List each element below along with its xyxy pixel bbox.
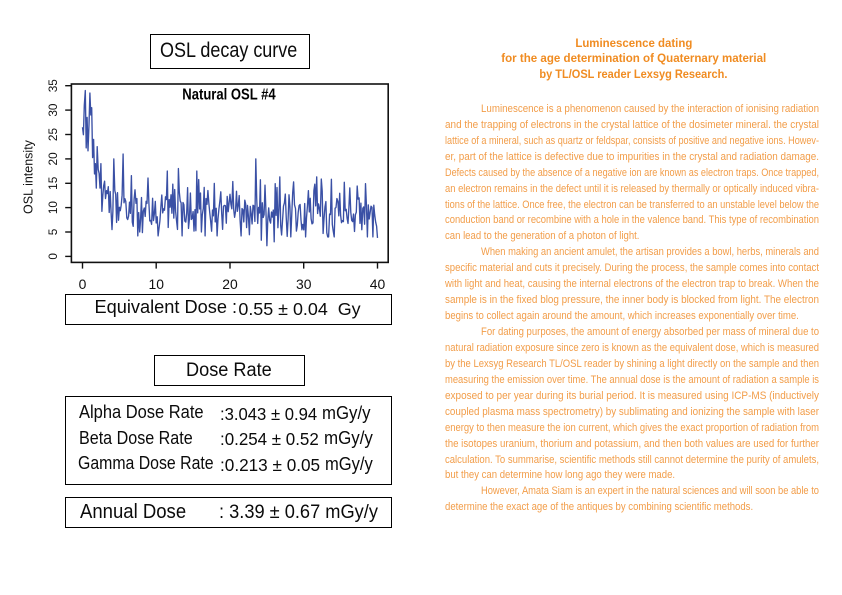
svg-text:20: 20 — [222, 276, 238, 292]
svg-text:10: 10 — [148, 276, 164, 292]
svg-text:Natural OSL #4: Natural OSL #4 — [182, 86, 276, 104]
svg-text:30: 30 — [296, 276, 312, 292]
svg-text:30: 30 — [46, 103, 60, 117]
svg-text:0: 0 — [46, 253, 60, 260]
svg-text:10: 10 — [46, 201, 60, 215]
svg-text:20: 20 — [46, 152, 60, 166]
svg-text:40: 40 — [370, 276, 386, 292]
svg-text:5: 5 — [46, 228, 60, 235]
svg-text:35: 35 — [46, 79, 60, 93]
svg-text:15: 15 — [46, 176, 60, 190]
svg-text:25: 25 — [46, 128, 60, 142]
svg-text:OSL intensity: OSL intensity — [22, 139, 36, 214]
svg-text:0: 0 — [79, 276, 87, 292]
